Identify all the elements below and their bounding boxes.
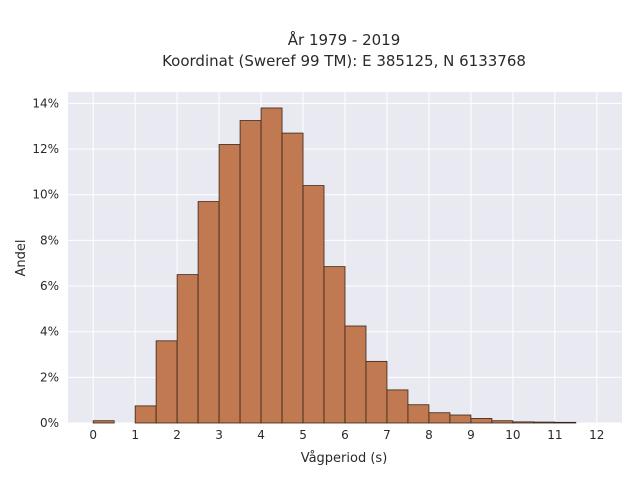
- x-tick-label-12: 12: [589, 428, 604, 442]
- histogram-bar-22: [554, 421, 577, 424]
- histogram-bar-13: [365, 360, 388, 424]
- x-tick-label-1: 1: [131, 428, 139, 442]
- histogram-bar-4: [176, 274, 199, 424]
- x-tick-label-9: 9: [467, 428, 475, 442]
- x-tick-label-2: 2: [173, 428, 181, 442]
- histogram-bar-11: [323, 266, 346, 424]
- histogram-bar-15: [407, 404, 430, 424]
- y-tick-label-1: 2%: [40, 370, 59, 384]
- histogram-bar-17: [449, 414, 472, 424]
- x-tick-label-10: 10: [505, 428, 520, 442]
- x-tick-label-4: 4: [257, 428, 265, 442]
- y-tick-label-7: 14%: [32, 96, 59, 110]
- histogram-bar-2: [134, 405, 157, 424]
- histogram-bar-12: [344, 325, 367, 424]
- histogram-bar-5: [197, 201, 220, 424]
- histogram-bar-20: [512, 421, 535, 424]
- histogram-bar-0: [92, 420, 115, 424]
- y-tick-label-4: 8%: [40, 233, 59, 247]
- y-tick-label-5: 10%: [32, 188, 59, 202]
- x-tick-label-0: 0: [89, 428, 97, 442]
- x-axis-ticks: 0 1 2 3 4 5 6 7 8 9 10 11 12: [89, 428, 604, 442]
- y-axis-ticks: 0% 2% 4% 6% 8% 10% 12% 14%: [32, 96, 59, 430]
- histogram-bar-19: [491, 420, 514, 424]
- histogram-bar-9: [281, 132, 304, 424]
- y-axis-label: Andel: [14, 240, 29, 277]
- y-tick-label-6: 12%: [32, 142, 59, 156]
- y-tick-label-3: 6%: [40, 279, 59, 293]
- histogram-bar-6: [218, 144, 241, 424]
- x-tick-label-6: 6: [341, 428, 349, 442]
- histogram-bar-3: [155, 340, 178, 424]
- histogram-bar-16: [428, 412, 451, 424]
- y-tick-label-2: 4%: [40, 325, 59, 339]
- histogram-bar-18: [470, 418, 493, 424]
- x-axis-label: Vågperiod (s): [301, 451, 388, 466]
- y-tick-label-0: 0%: [40, 416, 59, 430]
- x-tick-label-7: 7: [383, 428, 391, 442]
- x-tick-label-3: 3: [215, 428, 223, 442]
- histogram-bar-7: [239, 120, 262, 424]
- histogram-bar-8: [260, 107, 283, 424]
- x-tick-label-8: 8: [425, 428, 433, 442]
- x-tick-label-11: 11: [547, 428, 562, 442]
- chart-subtitle: Koordinat (Sweref 99 TM): E 385125, N 61…: [162, 52, 526, 70]
- x-tick-label-5: 5: [299, 428, 307, 442]
- histogram-bar-21: [533, 421, 556, 424]
- bars: [92, 107, 577, 424]
- chart-title: År 1979 - 2019: [288, 30, 401, 49]
- histogram-bar-10: [302, 185, 325, 424]
- histogram-bar-14: [386, 389, 409, 424]
